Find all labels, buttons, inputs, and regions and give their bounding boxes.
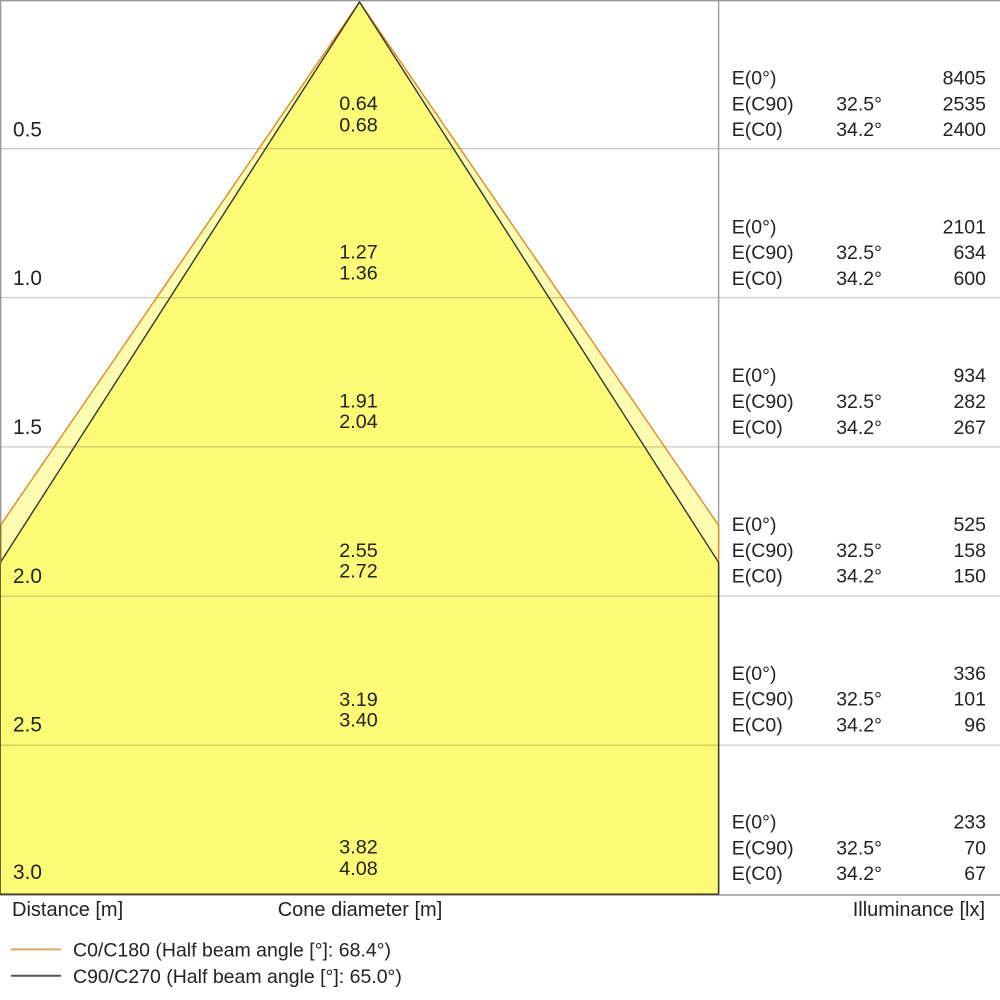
svg-text:336: 336 xyxy=(953,663,986,685)
svg-text:E(C90): E(C90) xyxy=(732,391,794,413)
svg-text:34.2°: 34.2° xyxy=(836,566,882,588)
svg-text:32.5°: 32.5° xyxy=(836,391,882,413)
svg-text:E(C90): E(C90) xyxy=(732,837,794,859)
svg-text:267: 267 xyxy=(953,417,986,439)
svg-text:E(0°): E(0°) xyxy=(732,663,777,685)
svg-text:158: 158 xyxy=(953,540,986,562)
svg-text:2.5: 2.5 xyxy=(13,714,42,737)
svg-text:2.04: 2.04 xyxy=(339,411,378,433)
svg-text:0.64: 0.64 xyxy=(339,93,378,115)
svg-text:282: 282 xyxy=(953,391,986,413)
svg-text:2.55: 2.55 xyxy=(339,540,378,562)
svg-text:E(C90): E(C90) xyxy=(732,689,794,711)
svg-text:3.19: 3.19 xyxy=(339,689,378,711)
svg-text:1.27: 1.27 xyxy=(339,242,378,264)
svg-text:233: 233 xyxy=(953,812,986,834)
svg-text:34.2°: 34.2° xyxy=(836,417,882,439)
svg-text:150: 150 xyxy=(953,566,986,588)
svg-text:0.5: 0.5 xyxy=(13,118,42,141)
svg-text:32.5°: 32.5° xyxy=(836,837,882,859)
svg-text:1.0: 1.0 xyxy=(13,267,42,290)
svg-text:E(C0): E(C0) xyxy=(732,714,783,736)
svg-text:E(0°): E(0°) xyxy=(732,514,777,536)
svg-text:34.2°: 34.2° xyxy=(836,714,882,736)
svg-text:0.68: 0.68 xyxy=(339,115,378,137)
svg-text:2.72: 2.72 xyxy=(339,561,378,583)
svg-text:34.2°: 34.2° xyxy=(836,119,882,141)
svg-text:34.2°: 34.2° xyxy=(836,268,882,290)
svg-text:E(0°): E(0°) xyxy=(732,68,777,90)
svg-text:634: 634 xyxy=(953,242,986,264)
svg-text:Cone diameter [m]: Cone diameter [m] xyxy=(278,899,443,921)
svg-text:600: 600 xyxy=(953,268,986,290)
svg-text:E(C90): E(C90) xyxy=(732,540,794,562)
svg-text:C90/C270 (Half beam angle [°]:: C90/C270 (Half beam angle [°]: 65.0°) xyxy=(73,966,402,988)
svg-text:E(0°): E(0°) xyxy=(732,216,777,238)
svg-text:2.0: 2.0 xyxy=(13,565,42,588)
svg-text:3.82: 3.82 xyxy=(339,837,378,859)
svg-text:E(C0): E(C0) xyxy=(732,863,783,885)
svg-text:70: 70 xyxy=(964,837,986,859)
svg-text:E(C0): E(C0) xyxy=(732,119,783,141)
svg-text:C0/C180 (Half beam angle [°]:: C0/C180 (Half beam angle [°]: 68.4°) xyxy=(73,940,391,962)
svg-text:8405: 8405 xyxy=(943,68,987,90)
svg-text:E(0°): E(0°) xyxy=(732,365,777,387)
svg-text:E(C0): E(C0) xyxy=(732,417,783,439)
svg-text:E(0°): E(0°) xyxy=(732,812,777,834)
svg-text:4.08: 4.08 xyxy=(339,858,378,880)
svg-text:1.91: 1.91 xyxy=(339,391,378,413)
svg-text:525: 525 xyxy=(953,514,986,536)
svg-text:Illuminance [lx]: Illuminance [lx] xyxy=(853,899,985,921)
svg-text:32.5°: 32.5° xyxy=(836,242,882,264)
svg-text:1.36: 1.36 xyxy=(339,262,378,284)
svg-text:E(C0): E(C0) xyxy=(732,268,783,290)
svg-text:67: 67 xyxy=(964,863,986,885)
svg-text:96: 96 xyxy=(964,714,986,736)
svg-text:E(C0): E(C0) xyxy=(732,566,783,588)
svg-text:3.40: 3.40 xyxy=(339,710,378,732)
svg-text:1.5: 1.5 xyxy=(13,416,42,439)
svg-text:101: 101 xyxy=(953,689,986,711)
svg-text:2101: 2101 xyxy=(943,216,986,238)
svg-text:2400: 2400 xyxy=(943,119,987,141)
svg-text:E(C90): E(C90) xyxy=(732,242,794,264)
svg-text:32.5°: 32.5° xyxy=(836,540,882,562)
svg-text:32.5°: 32.5° xyxy=(836,93,882,115)
svg-text:2535: 2535 xyxy=(943,93,987,115)
svg-text:34.2°: 34.2° xyxy=(836,863,882,885)
svg-text:32.5°: 32.5° xyxy=(836,689,882,711)
svg-text:934: 934 xyxy=(953,365,986,387)
svg-text:Distance [m]: Distance [m] xyxy=(12,899,123,921)
svg-text:3.0: 3.0 xyxy=(13,861,42,884)
svg-text:E(C90): E(C90) xyxy=(732,93,794,115)
